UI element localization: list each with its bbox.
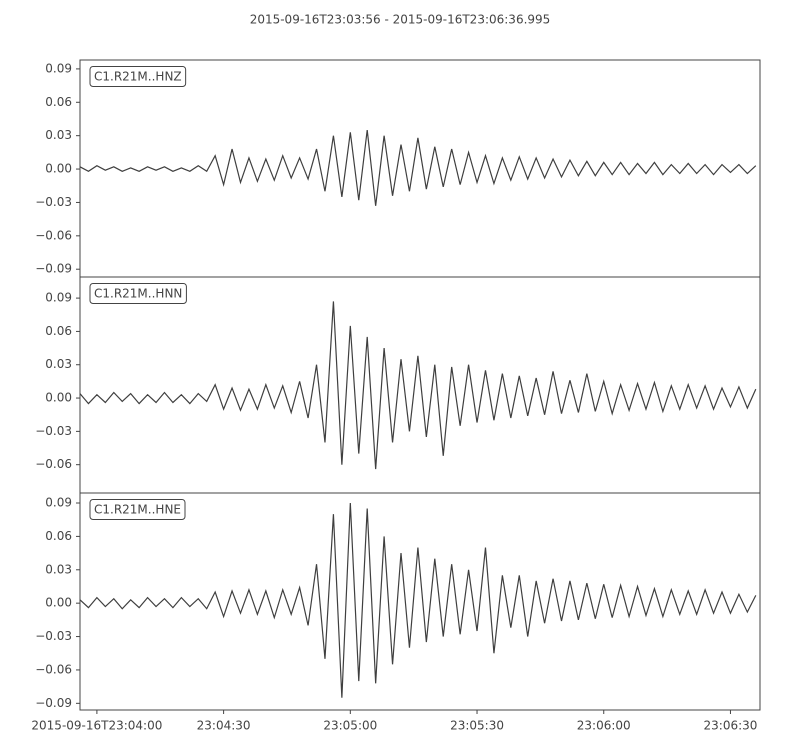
trace-label: C1.R21M..HNZ bbox=[94, 70, 182, 84]
y-tick-label: −0.09 bbox=[35, 696, 72, 710]
y-tick-label: −0.06 bbox=[35, 662, 72, 676]
trace-label: C1.R21M..HNE bbox=[94, 503, 181, 517]
trace-label: C1.R21M..HNN bbox=[94, 287, 182, 301]
y-tick-label: 0.03 bbox=[45, 128, 72, 142]
y-tick-label: 0.03 bbox=[45, 357, 72, 371]
y-tick-label: 0.06 bbox=[45, 324, 72, 338]
x-tick-label: 23:04:30 bbox=[197, 719, 251, 733]
y-tick-label: −0.03 bbox=[35, 195, 72, 209]
waveform bbox=[79, 502, 757, 698]
y-tick-label: 0.00 bbox=[45, 596, 72, 610]
x-tick-label: 23:06:30 bbox=[704, 719, 758, 733]
trace-label-box bbox=[89, 283, 187, 304]
y-tick-label: −0.06 bbox=[35, 228, 72, 242]
x-tick-label: 23:06:00 bbox=[577, 719, 631, 733]
y-tick-label: 0.00 bbox=[45, 391, 72, 405]
y-tick-label: −0.06 bbox=[35, 457, 72, 471]
y-tick-label: 0.09 bbox=[45, 291, 72, 305]
trace-label-box bbox=[89, 66, 187, 87]
waveform bbox=[79, 130, 757, 206]
y-tick-label: 0.06 bbox=[45, 95, 72, 109]
y-tick-label: −0.03 bbox=[35, 629, 72, 643]
y-tick-label: 0.00 bbox=[45, 162, 72, 176]
trace-label-box bbox=[89, 499, 186, 520]
x-tick-label: 2015-09-16T23:04:00 bbox=[31, 719, 162, 733]
y-tick-label: 0.09 bbox=[45, 496, 72, 510]
y-tick-label: −0.09 bbox=[35, 262, 72, 276]
waveform bbox=[79, 301, 757, 470]
y-tick-label: 0.09 bbox=[45, 61, 72, 75]
y-tick-label: 0.03 bbox=[45, 562, 72, 576]
plot-frame bbox=[79, 276, 761, 494]
plot-frame bbox=[79, 492, 761, 711]
x-tick-label: 23:05:30 bbox=[450, 719, 504, 733]
x-tick-label: 23:05:00 bbox=[323, 719, 377, 733]
y-tick-label: −0.03 bbox=[35, 424, 72, 438]
chart-title: 2015-09-16T23:03:56 - 2015-09-16T23:06:3… bbox=[250, 13, 551, 27]
y-tick-label: 0.06 bbox=[45, 529, 72, 543]
